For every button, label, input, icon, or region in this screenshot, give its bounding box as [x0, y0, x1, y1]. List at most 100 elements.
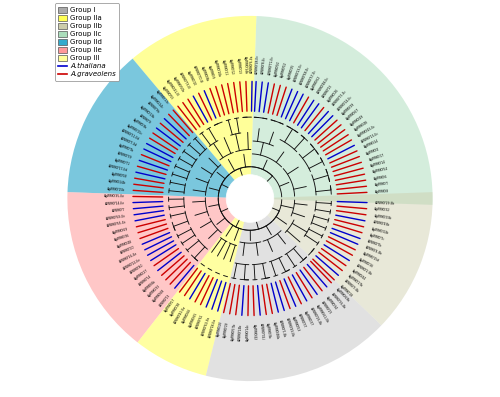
Text: AgWRKY44: AgWRKY44	[352, 269, 367, 281]
Text: AgWRKY13b: AgWRKY13b	[139, 105, 156, 119]
Text: AgWRKY7b: AgWRKY7b	[118, 144, 135, 154]
Text: AgWRKY49: AgWRKY49	[350, 114, 366, 127]
Text: AgWRKY4: AgWRKY4	[366, 147, 381, 156]
Text: AgWRKY57b: AgWRKY57b	[230, 322, 236, 341]
Text: AtWRKY8-IIc: AtWRKY8-IIc	[261, 56, 267, 74]
Text: AtWRKY7b: AtWRKY7b	[367, 239, 382, 249]
Text: AgWRKY55: AgWRKY55	[162, 86, 174, 101]
Text: AgWRKY24: AgWRKY24	[364, 139, 380, 149]
Text: AgWRKY58: AgWRKY58	[110, 172, 127, 179]
Text: AgWRKY67: AgWRKY67	[346, 108, 361, 121]
Text: AgWRKY33b: AgWRKY33b	[374, 214, 392, 220]
Text: AtWRKY65-IIe: AtWRKY65-IIe	[107, 220, 128, 228]
Text: AgWRKY9: AgWRKY9	[208, 65, 216, 79]
Text: AgWRKY27: AgWRKY27	[133, 269, 148, 281]
Text: AtWRKY16-IIe: AtWRKY16-IIe	[118, 252, 139, 264]
Text: AtWRKY69-IIe: AtWRKY69-IIe	[106, 214, 126, 221]
Text: AgWRKY11: AgWRKY11	[221, 60, 228, 76]
Text: AgWRKY8b: AgWRKY8b	[200, 65, 209, 82]
Text: AtWRKY28-IIc: AtWRKY28-IIc	[254, 54, 260, 74]
Text: AgWRKY52: AgWRKY52	[280, 62, 288, 78]
Text: AtWRKY75-IIc: AtWRKY75-IIc	[332, 89, 348, 107]
Text: AgWRKY50b: AgWRKY50b	[172, 76, 186, 94]
Text: AgWRKY10: AgWRKY10	[186, 71, 197, 87]
Text: AgWRKY35-IIe: AgWRKY35-IIe	[104, 194, 125, 198]
Text: AgWRKY34: AgWRKY34	[326, 296, 338, 311]
Text: AtWRKY17-IId: AtWRKY17-IId	[108, 164, 128, 172]
Text: AgWRKY15c: AgWRKY15c	[126, 123, 144, 136]
Text: AgWRKY3b: AgWRKY3b	[266, 322, 272, 339]
Text: AgWRKY6b: AgWRKY6b	[142, 279, 157, 293]
Text: AgWRKY19: AgWRKY19	[224, 321, 230, 338]
Text: AgWRKY37: AgWRKY37	[303, 310, 314, 326]
Text: AgWRKY61-IIb: AgWRKY61-IIb	[314, 303, 329, 324]
Text: AgWRKY66: AgWRKY66	[182, 308, 193, 324]
Text: AgWRKY68: AgWRKY68	[152, 289, 166, 303]
Text: AtWRKY13: AtWRKY13	[158, 293, 171, 307]
Text: AgWRKY32: AgWRKY32	[374, 207, 391, 213]
Text: AtWRKY26-IIb: AtWRKY26-IIb	[309, 307, 322, 327]
Text: AtWRKY15: AtWRKY15	[322, 84, 334, 98]
Text: AtWRKY68-IIc: AtWRKY68-IIc	[299, 65, 311, 85]
Text: AgWRKY9b: AgWRKY9b	[132, 118, 148, 130]
Text: AgWRKY48: AgWRKY48	[116, 239, 133, 249]
Text: AtWRKY9b: AtWRKY9b	[146, 101, 160, 115]
Text: AgWRKY39: AgWRKY39	[342, 102, 356, 116]
Text: AtWRKY36-IIb: AtWRKY36-IIb	[330, 291, 347, 310]
Wedge shape	[250, 16, 432, 205]
Text: AtWRKY39: AtWRKY39	[116, 151, 132, 160]
Text: AtWRKY2-IIb: AtWRKY2-IIb	[355, 263, 372, 276]
Text: AgWRKY54: AgWRKY54	[372, 167, 388, 174]
Text: AtWRKY11-IId: AtWRKY11-IId	[121, 129, 141, 142]
Text: AgWRKY12: AgWRKY12	[228, 58, 234, 75]
Text: AgWRKY62: AgWRKY62	[311, 75, 322, 91]
Text: AtWRKY7-IId: AtWRKY7-IId	[120, 136, 138, 147]
Text: AgWRKY50: AgWRKY50	[274, 60, 281, 77]
Text: AgWRKY69b: AgWRKY69b	[336, 287, 351, 303]
Text: AgWRKY71: AgWRKY71	[114, 158, 130, 166]
Text: AtWRKY9: AtWRKY9	[138, 114, 151, 125]
Text: AtWRKY74-I: AtWRKY74-I	[259, 323, 264, 341]
Text: AgWRKY15b: AgWRKY15b	[107, 187, 126, 192]
Text: AgWRKY14c: AgWRKY14c	[246, 324, 250, 341]
Text: AtWRKY3-IIb: AtWRKY3-IIb	[343, 279, 359, 294]
Text: AgWRKY46: AgWRKY46	[354, 120, 370, 132]
Text: AgWRKY13: AgWRKY13	[236, 58, 241, 74]
Text: AtWRKY22-IIe: AtWRKY22-IIe	[122, 257, 142, 271]
Text: AgWRKY38: AgWRKY38	[170, 301, 181, 317]
Text: AgWRKY36: AgWRKY36	[114, 233, 131, 242]
Text: AgWRKY32b: AgWRKY32b	[371, 227, 390, 235]
Text: AgWRKY69: AgWRKY69	[112, 227, 129, 235]
Text: AgWRKY57: AgWRKY57	[164, 297, 176, 312]
Text: AgWRKY6: AgWRKY6	[373, 175, 388, 181]
Text: AtWRKY43b: AtWRKY43b	[372, 220, 390, 227]
Text: AgWRKY10b: AgWRKY10b	[214, 59, 222, 78]
Text: AgWRKY8: AgWRKY8	[375, 189, 389, 194]
Text: AgWRKY17: AgWRKY17	[368, 153, 385, 162]
Text: AgWRKY46b: AgWRKY46b	[272, 321, 280, 339]
Text: AtWRKY70-III: AtWRKY70-III	[192, 65, 203, 84]
Text: AtWRKY57-IIc: AtWRKY57-IIc	[305, 68, 318, 88]
Wedge shape	[250, 192, 432, 326]
Text: AtWRKY60-IIa: AtWRKY60-IIa	[201, 316, 211, 337]
Text: AtWRKY23-IIc: AtWRKY23-IIc	[293, 62, 304, 83]
Text: AtWRKY24-IIc: AtWRKY24-IIc	[337, 94, 354, 112]
Text: AgWRKY42: AgWRKY42	[252, 324, 257, 340]
Text: AtWRKY40-IIa: AtWRKY40-IIa	[174, 304, 188, 324]
Text: AgWRKY41-III: AgWRKY41-III	[165, 79, 180, 97]
Text: AtWRKY13-IIc: AtWRKY13-IIc	[360, 131, 380, 143]
Text: AtWRKY6-IIa: AtWRKY6-IIa	[250, 55, 254, 73]
Text: AgWRKY7c: AgWRKY7c	[369, 233, 386, 242]
Text: AtWRKY14: AtWRKY14	[138, 274, 152, 287]
Text: AtWRKY48-IIc: AtWRKY48-IIc	[316, 76, 330, 95]
Text: AtWRKY61: AtWRKY61	[196, 314, 205, 330]
Text: AtWRKY43-IIb: AtWRKY43-IIb	[284, 318, 294, 338]
Text: AgWRKY35: AgWRKY35	[286, 64, 296, 80]
Text: AgWRKY16: AgWRKY16	[358, 257, 374, 269]
Text: AgWRKY43-IIc: AgWRKY43-IIc	[358, 124, 377, 138]
Wedge shape	[206, 198, 382, 381]
Text: AtWRKY24b: AtWRKY24b	[238, 323, 244, 341]
Text: AtWRKY40: AtWRKY40	[130, 263, 145, 275]
Text: AtWRKY73-III: AtWRKY73-III	[178, 71, 191, 90]
Text: AtWRKY25: AtWRKY25	[320, 300, 332, 315]
